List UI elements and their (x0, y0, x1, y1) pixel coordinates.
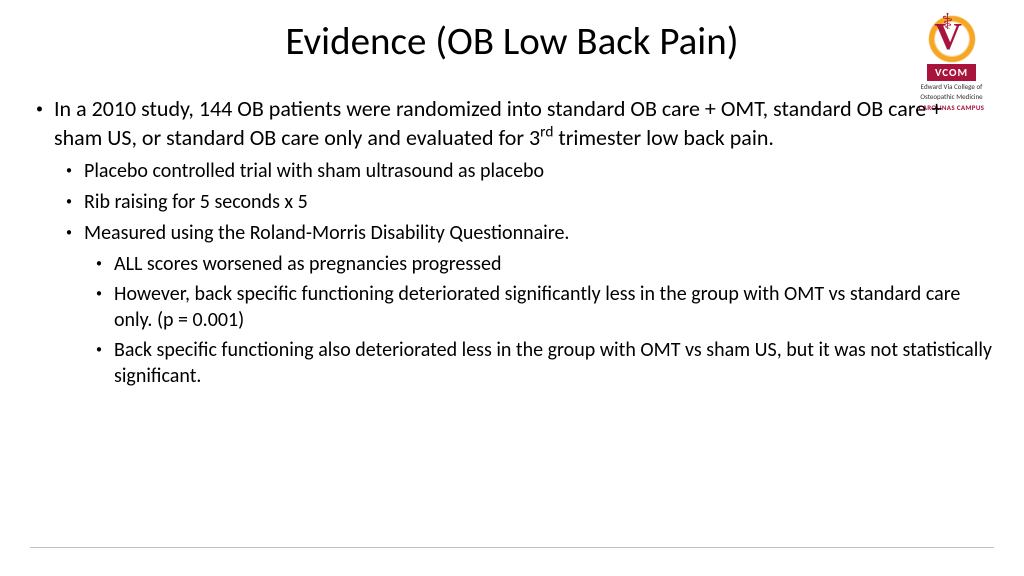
slide-title: Evidence (OB Low Back Pain) (0, 0, 1024, 75)
bullet-level2: Rib raising for 5 seconds x 5 (60, 189, 994, 216)
bullet-level3: However, back specific functioning deter… (90, 281, 994, 333)
bullet-level1: In a 2010 study, 144 OB patients were ra… (30, 95, 994, 152)
bullet-l1-text-pre: In a 2010 study, 144 OB patients were ra… (54, 95, 942, 151)
bullet-l1-sup: rd (540, 122, 553, 141)
logo-caduceus-icon (949, 12, 955, 60)
bullet-level3: Back specific functioning also deteriora… (90, 337, 994, 389)
bullet-l1-text-post: trimester low back pain. (553, 124, 774, 151)
logo-college-line1: Edward Via College of (921, 83, 983, 91)
bullet-level2: Placebo controlled trial with sham ultra… (60, 158, 994, 185)
bullet-level2: Measured using the Roland-Morris Disabil… (60, 220, 994, 247)
bullet-level3: ALL scores worsened as pregnancies progr… (90, 251, 994, 277)
slide-content: In a 2010 study, 144 OB patients were ra… (0, 75, 1024, 389)
logo-emblem: V (923, 10, 981, 68)
footer-divider (30, 547, 994, 548)
